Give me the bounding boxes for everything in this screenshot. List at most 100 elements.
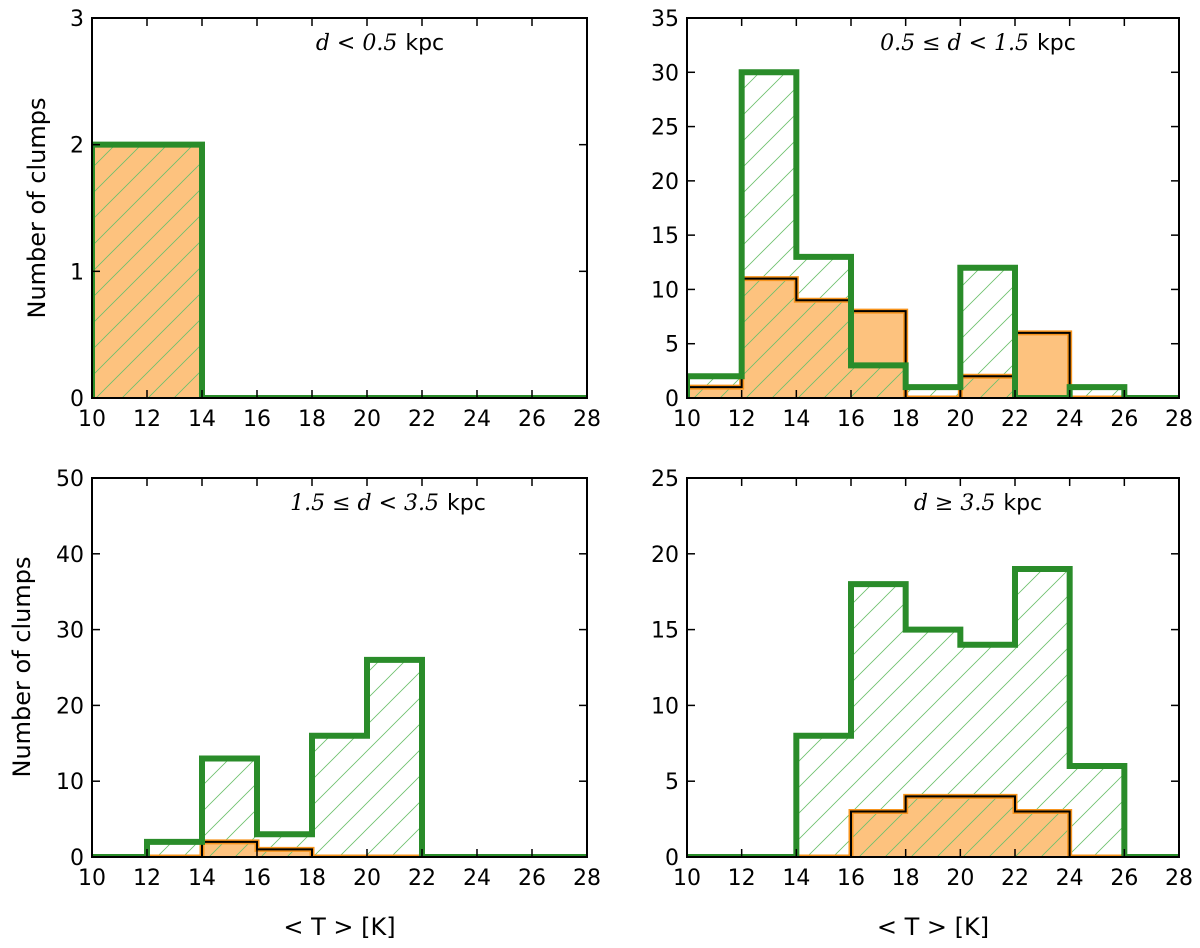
x-tick-label: 28	[573, 407, 601, 432]
bar-subset-2	[796, 300, 851, 398]
y-tick-label: 0	[665, 387, 679, 412]
x-axis-label: < T > [K]	[877, 913, 989, 941]
bar-subset-1	[742, 279, 797, 398]
x-tick-label: 24	[463, 866, 491, 891]
x-tick-label: 26	[518, 866, 546, 891]
bar-subset-5	[960, 796, 1015, 857]
x-tick-label: 10	[78, 407, 106, 432]
y-tick-label: 25	[651, 116, 679, 141]
x-tick-label: 22	[1001, 407, 1029, 432]
bar-subset-3	[851, 311, 906, 398]
total-outline	[92, 656, 587, 857]
y-tick-label: 35	[651, 7, 679, 32]
y-tick-label: 50	[56, 467, 84, 492]
bar-total-7	[1070, 766, 1125, 857]
x-tick-label: 18	[298, 866, 326, 891]
y-tick-label: 0	[70, 846, 84, 871]
bar-total-7	[1070, 387, 1125, 398]
histogram-panel-4: 10 12 14 16 18 20 22 24 26 28 0 5 10 15 20 25 d ≥ 3.5 kpc…	[651, 467, 1193, 941]
total-outline	[687, 69, 1179, 398]
bar-subset-6	[1015, 812, 1070, 857]
axes-frame	[91, 477, 588, 858]
y-tick-label: 3	[70, 7, 84, 32]
y-tick-label: 0	[665, 846, 679, 871]
x-tick-label: 26	[518, 407, 546, 432]
plot-area	[92, 141, 587, 398]
histogram-panel-2: 10 12 14 16 18 20 22 24 26 28 0 5 10 15 20 25 30 35 0.5 ≤ …	[651, 7, 1193, 432]
y-axis-label: Number of clumps	[8, 557, 36, 778]
x-tick-label: 22	[1001, 866, 1029, 891]
axes-frame	[91, 17, 588, 399]
y-tick-label: 20	[651, 170, 679, 195]
panel-annotation: d < 0.5 kpc	[316, 31, 444, 56]
x-tick-label: 20	[946, 407, 974, 432]
x-tick-label: 24	[463, 407, 491, 432]
x-tick-label: 22	[408, 407, 436, 432]
bar-total-5	[367, 660, 422, 857]
total-outline	[687, 565, 1179, 857]
bar-total-1	[147, 842, 202, 857]
total-hatch	[687, 568, 1179, 857]
bar-subset-5	[960, 376, 1015, 398]
x-tick-label: 14	[188, 407, 216, 432]
y-tick-label: 5	[665, 770, 679, 795]
y-tick-label: 30	[56, 619, 84, 644]
y-axis-label: Number of clumps	[23, 98, 51, 319]
x-tick-label: 16	[837, 866, 865, 891]
total-outline	[92, 141, 587, 398]
y-tick-label: 1	[70, 260, 84, 285]
y-tick-label: 20	[56, 694, 84, 719]
y-tick-label: 15	[651, 619, 679, 644]
bar-subset-0	[687, 387, 742, 398]
x-tick-label: 26	[1110, 407, 1138, 432]
bar-subset-0	[92, 145, 202, 398]
x-tick-label: 16	[837, 407, 865, 432]
bar-total-4	[312, 736, 367, 857]
x-tick-label: 24	[1056, 866, 1084, 891]
x-tick-label: 14	[782, 866, 810, 891]
plot-area	[92, 656, 587, 857]
x-tick-label: 20	[946, 866, 974, 891]
x-tick-label: 18	[892, 407, 920, 432]
x-tick-label: 14	[188, 866, 216, 891]
bar-subset-4	[906, 796, 961, 857]
x-tick-label: 18	[298, 407, 326, 432]
bar-subset-3	[851, 812, 906, 857]
x-tick-label: 14	[782, 407, 810, 432]
x-tick-label: 12	[133, 866, 161, 891]
bar-total-4	[906, 387, 961, 398]
panel-annotation: d ≥ 3.5 kpc	[914, 491, 1042, 516]
plot-area	[687, 69, 1179, 398]
x-tick-label: 12	[728, 407, 756, 432]
y-tick-label: 2	[70, 134, 84, 159]
bar-subset-2	[202, 842, 257, 857]
x-tick-label: 24	[1056, 407, 1084, 432]
y-tick-label: 15	[651, 224, 679, 249]
y-tick-label: 0	[70, 387, 84, 412]
x-tick-label: 28	[1165, 866, 1193, 891]
axes-frame	[686, 477, 1180, 858]
x-tick-label: 10	[673, 866, 701, 891]
y-tick-label: 20	[651, 543, 679, 568]
x-tick-label: 26	[1110, 866, 1138, 891]
x-tick-label: 28	[1165, 407, 1193, 432]
x-axis-label: < T > [K]	[283, 913, 395, 941]
total-hatch	[92, 144, 587, 398]
plot-area	[687, 565, 1179, 857]
x-tick-label: 20	[353, 407, 381, 432]
bar-subset-6	[1015, 333, 1070, 398]
panel-annotation: 1.5 ≤ d < 3.5 kpc	[290, 491, 486, 516]
y-tick-label: 30	[651, 61, 679, 86]
y-tick-label: 10	[651, 278, 679, 303]
bar-total-2	[796, 736, 851, 857]
axes-frame	[686, 17, 1180, 399]
y-tick-label: 40	[56, 543, 84, 568]
x-tick-label: 12	[133, 407, 161, 432]
x-tick-label: 28	[573, 866, 601, 891]
x-tick-label: 10	[673, 407, 701, 432]
bar-subset-3	[257, 849, 312, 857]
x-tick-label: 10	[78, 866, 106, 891]
y-tick-label: 10	[56, 770, 84, 795]
